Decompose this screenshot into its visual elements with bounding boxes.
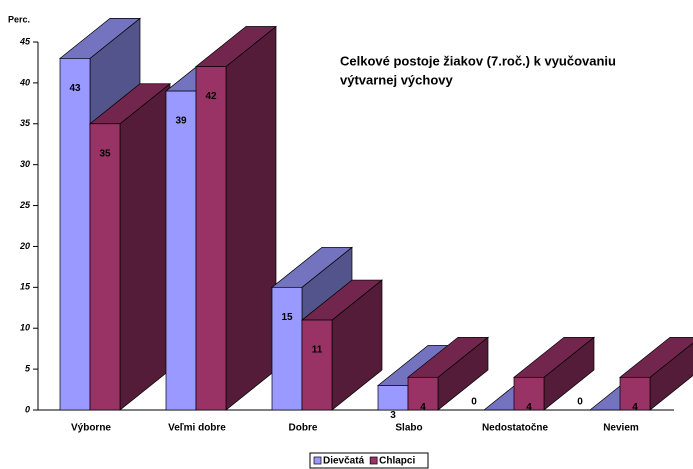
- y-tick-label: 45: [19, 36, 31, 46]
- y-tick-label: 5: [25, 363, 31, 373]
- x-tick-label: Výborne: [71, 423, 111, 434]
- bar: [301, 319, 333, 411]
- bar: [407, 376, 439, 411]
- bar: [59, 58, 91, 411]
- value-label: 35: [99, 148, 111, 159]
- y-axis-label: Perc.: [8, 14, 30, 24]
- y-tick-label: 35: [20, 118, 31, 128]
- bar: [619, 376, 651, 411]
- x-tick-label: Neviem: [603, 423, 639, 434]
- value-label: 43: [69, 83, 81, 94]
- legend-swatch: [313, 456, 322, 465]
- chart-title: výtvarnej výchovy: [340, 72, 454, 87]
- bar: [195, 66, 227, 411]
- value-label: 42: [205, 91, 217, 102]
- bar-side: [119, 83, 171, 411]
- legend-swatch: [369, 456, 378, 465]
- y-tick-label: 15: [20, 282, 31, 292]
- chart-title: Celkové postoje žiakov (7.roč.) k vyučov…: [340, 53, 616, 68]
- y-tick-label: 20: [19, 241, 30, 251]
- value-label: 39: [175, 116, 187, 127]
- value-label: 4: [526, 402, 532, 413]
- value-label: 0: [471, 397, 477, 408]
- legend-label: Chlapci: [379, 456, 415, 467]
- bar: [165, 90, 197, 411]
- bar: [271, 286, 303, 411]
- y-tick-label: 10: [20, 323, 30, 333]
- x-tick-label: Veľmi dobre: [168, 423, 226, 434]
- y-tick-label: 30: [20, 159, 30, 169]
- value-label: 15: [281, 312, 293, 323]
- bar: [89, 123, 121, 411]
- legend-label: Dievčatá: [323, 456, 365, 467]
- bar: [377, 385, 409, 411]
- x-tick-label: Dobre: [289, 423, 318, 434]
- y-tick-label: 25: [19, 200, 31, 210]
- value-label: 0: [577, 397, 583, 408]
- value-label: 4: [632, 402, 638, 413]
- bar-side: [225, 25, 277, 411]
- bar: [513, 376, 545, 411]
- x-tick-label: Nedostatočne: [482, 423, 549, 434]
- value-label: 11: [312, 345, 323, 356]
- value-label: 3: [390, 410, 396, 421]
- value-label: 4: [420, 402, 426, 413]
- legend-box: [309, 452, 429, 469]
- y-tick-label: 0: [25, 404, 30, 414]
- x-tick-label: Slabo: [395, 423, 422, 434]
- y-tick-label: 40: [19, 77, 30, 87]
